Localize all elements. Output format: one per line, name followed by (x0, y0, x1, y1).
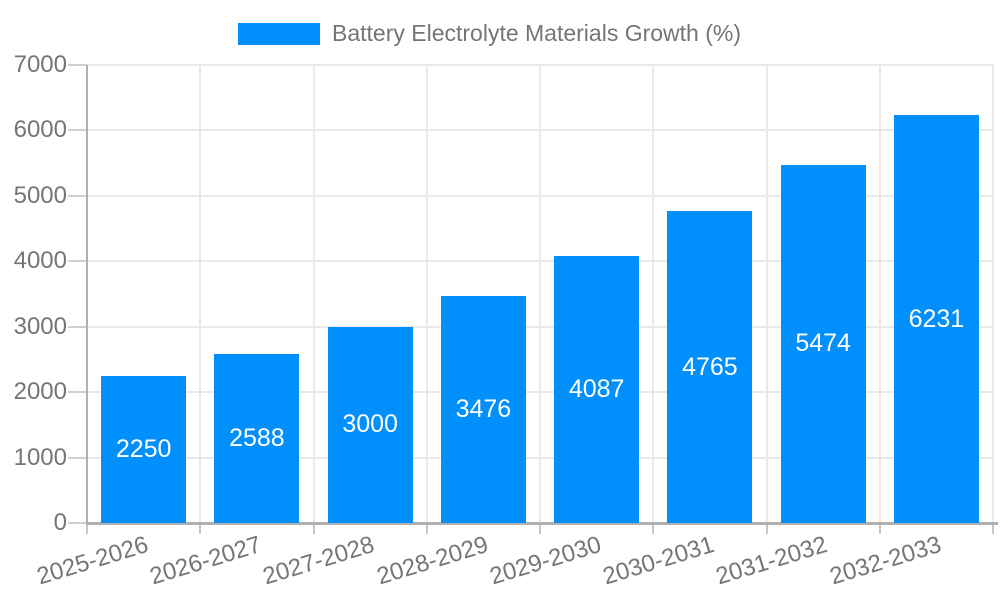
y-axis-line (85, 65, 88, 524)
x-gridline (652, 65, 655, 523)
x-axis-tick-label: 2027-2028 (260, 531, 378, 591)
y-axis-tick-label: 3000 (13, 312, 67, 340)
bar-2025-2026: 2250 (101, 375, 187, 523)
bar-2028-2029: 3476 (440, 295, 526, 523)
x-axis-tick-label: 2026-2027 (146, 531, 265, 591)
y-axis-tick-label: 1000 (13, 443, 67, 471)
bar-value-label: 2588 (229, 423, 285, 452)
y-axis-tick (68, 194, 87, 197)
bar-2031-2032: 5474 (780, 164, 866, 523)
bar-2032-2033: 6231 (893, 115, 979, 523)
x-axis-tick-label: 2029-2030 (486, 531, 605, 591)
y-axis-tick-label: 0 (53, 509, 67, 536)
x-axis-tick (425, 523, 428, 534)
x-axis-tick-label: 2028-2029 (373, 531, 491, 591)
y-axis-tick (68, 129, 87, 132)
bar-2030-2031: 4765 (667, 211, 753, 523)
y-axis-tick (68, 260, 87, 263)
x-gridline (199, 65, 202, 523)
x-gridline (539, 65, 541, 523)
x-axis-tick (765, 523, 768, 534)
bar-value-label: 2250 (115, 434, 172, 463)
y-axis-tick-label: 2000 (13, 378, 67, 406)
bar-value-label: 4765 (682, 352, 738, 381)
x-axis-tick-label: 2032-2033 (826, 531, 944, 591)
y-axis-tick (68, 522, 87, 524)
x-gridline (425, 65, 428, 523)
x-axis-tick-label: 2025-2026 (33, 531, 152, 591)
y-axis-tick-label: 6000 (13, 116, 67, 144)
legend-label: Battery Electrolyte Materials Growth (%) (332, 20, 742, 46)
bar-value-label: 6231 (908, 304, 965, 333)
legend: Battery Electrolyte Materials Growth (%) (238, 22, 741, 45)
y-axis-tick (68, 325, 87, 328)
y-axis-tick (68, 391, 87, 394)
bar-2029-2030: 4087 (554, 255, 640, 523)
bar-value-label: 4087 (568, 374, 625, 403)
x-gridline (765, 65, 768, 523)
x-axis-tick (652, 523, 655, 534)
x-gridline (312, 65, 315, 523)
y-axis-tick-label: 7000 (13, 51, 67, 78)
y-axis-tick-label: 5000 (13, 181, 67, 209)
x-axis-tick (878, 523, 881, 534)
x-axis-tick (86, 523, 88, 534)
bar-2026-2027: 2588 (214, 353, 300, 523)
y-axis-tick-label: 4000 (13, 247, 67, 275)
x-axis-tick-label: 2030-2031 (599, 531, 718, 591)
x-axis-tick (992, 523, 994, 534)
x-gridline (878, 65, 881, 523)
x-axis-tick (199, 523, 202, 534)
x-axis-tick-label: 2031-2032 (713, 531, 831, 591)
bar-value-label: 5474 (795, 329, 851, 358)
y-axis-tick (68, 456, 87, 459)
y-axis-tick (68, 64, 87, 66)
bar-value-label: 3000 (342, 410, 398, 439)
x-axis-line (85, 522, 998, 525)
x-axis-tick (539, 523, 541, 534)
bar-2027-2028: 3000 (327, 326, 413, 523)
bar-value-label: 3476 (455, 394, 512, 423)
x-axis-tick (312, 523, 315, 534)
legend-swatch (238, 22, 320, 45)
x-gridline (992, 65, 994, 523)
